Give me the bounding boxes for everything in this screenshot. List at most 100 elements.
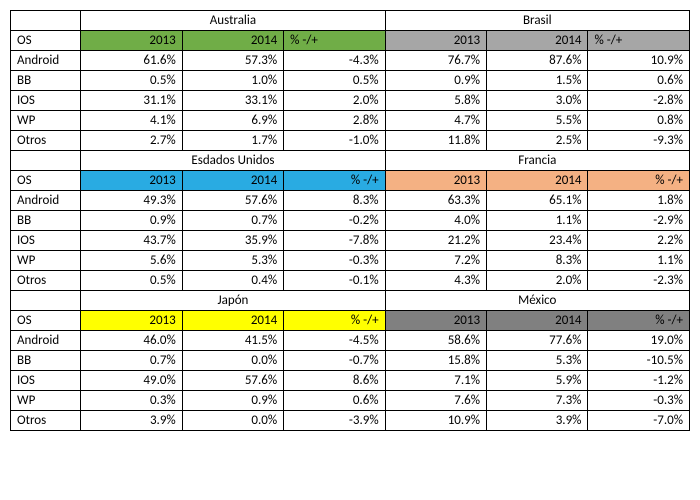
value-2013: 21.2% <box>385 231 486 251</box>
table-row: IOS31.1%33.1%2.0%5.8%3.0%-2.8% <box>11 91 690 111</box>
table-row: Otros2.7%1.7%-1.0%11.8%2.5%-9.3% <box>11 131 690 151</box>
value-2013: 5.6% <box>81 251 182 271</box>
value-2013: 15.8% <box>385 351 486 371</box>
value-2014: 0.4% <box>182 271 283 291</box>
os-name-cell: Android <box>11 191 81 211</box>
table-row: BB0.7%0.0%-0.7%15.8%5.3%-10.5% <box>11 351 690 371</box>
value-2014: 0.0% <box>182 411 283 431</box>
table-row: Android61.6%57.3%-4.3%76.7%87.6%10.9% <box>11 51 690 71</box>
value-2013: 0.9% <box>385 71 486 91</box>
value-2014: 2.5% <box>487 131 588 151</box>
corner-cell <box>11 11 81 31</box>
os-label-header: OS <box>11 311 81 331</box>
value-2013: 0.5% <box>81 71 182 91</box>
value-2013: 4.7% <box>385 111 486 131</box>
os-label-header: OS <box>11 171 81 191</box>
value-2014: 77.6% <box>487 331 588 351</box>
value-delta: -9.3% <box>588 131 690 151</box>
table-row: Otros0.5%0.4%-0.1%4.3%2.0%-2.3% <box>11 271 690 291</box>
value-delta: -0.3% <box>284 251 385 271</box>
os-name-cell: IOS <box>11 91 81 111</box>
country-header: Australia <box>81 11 385 31</box>
delta-header: % -/+ <box>588 311 690 331</box>
country-header: Francia <box>385 151 689 171</box>
value-2014: 41.5% <box>182 331 283 351</box>
value-2014: 57.6% <box>182 371 283 391</box>
os-name-cell: IOS <box>11 371 81 391</box>
table-row: Android46.0%41.5%-4.5%58.6%77.6%19.0% <box>11 331 690 351</box>
value-delta: -10.5% <box>588 351 690 371</box>
table-row: IOS49.0%57.6%8.6%7.1%5.9%-1.2% <box>11 371 690 391</box>
value-delta: -1.2% <box>588 371 690 391</box>
value-2014: 5.9% <box>487 371 588 391</box>
value-2013: 58.6% <box>385 331 486 351</box>
value-2013: 2.7% <box>81 131 182 151</box>
value-2013: 49.3% <box>81 191 182 211</box>
value-2014: 65.1% <box>487 191 588 211</box>
table-row: WP0.3%0.9%0.6%7.6%7.3%-0.3% <box>11 391 690 411</box>
value-delta: -2.8% <box>588 91 690 111</box>
value-delta: -0.1% <box>284 271 385 291</box>
value-delta: 8.6% <box>284 371 385 391</box>
value-delta: 0.6% <box>284 391 385 411</box>
value-2013: 63.3% <box>385 191 486 211</box>
year-2014-header: 2014 <box>487 31 588 51</box>
value-2014: 1.7% <box>182 131 283 151</box>
value-delta: 0.5% <box>284 71 385 91</box>
value-delta: 1.1% <box>588 251 690 271</box>
os-name-cell: WP <box>11 251 81 271</box>
value-2014: 5.3% <box>487 351 588 371</box>
country-header: Brasil <box>385 11 689 31</box>
value-delta: -3.9% <box>284 411 385 431</box>
year-2013-header: 2013 <box>81 311 182 331</box>
os-name-cell: BB <box>11 211 81 231</box>
table-row: WP4.1%6.9%2.8%4.7%5.5%0.8% <box>11 111 690 131</box>
value-delta: -0.2% <box>284 211 385 231</box>
table-row: WP5.6%5.3%-0.3%7.2%8.3%1.1% <box>11 251 690 271</box>
value-2014: 1.5% <box>487 71 588 91</box>
value-2013: 61.6% <box>81 51 182 71</box>
year-2014-header: 2014 <box>182 171 283 191</box>
value-2013: 49.0% <box>81 371 182 391</box>
value-2013: 7.6% <box>385 391 486 411</box>
delta-header: % -/+ <box>588 31 690 51</box>
delta-header: % -/+ <box>284 171 385 191</box>
value-delta: -2.3% <box>588 271 690 291</box>
os-label-header: OS <box>11 31 81 51</box>
os-name-cell: Otros <box>11 411 81 431</box>
os-name-cell: Otros <box>11 271 81 291</box>
value-2013: 4.1% <box>81 111 182 131</box>
value-2013: 7.1% <box>385 371 486 391</box>
os-name-cell: WP <box>11 391 81 411</box>
value-delta: -7.8% <box>284 231 385 251</box>
value-2014: 57.6% <box>182 191 283 211</box>
delta-header: % -/+ <box>588 171 690 191</box>
corner-cell <box>11 151 81 171</box>
os-name-cell: BB <box>11 71 81 91</box>
value-2014: 35.9% <box>182 231 283 251</box>
value-delta: 19.0% <box>588 331 690 351</box>
country-header: Japón <box>81 291 385 311</box>
year-2013-header: 2013 <box>385 171 486 191</box>
value-delta: 2.2% <box>588 231 690 251</box>
value-2014: 1.0% <box>182 71 283 91</box>
value-2014: 87.6% <box>487 51 588 71</box>
value-2013: 46.0% <box>81 331 182 351</box>
value-delta: 2.0% <box>284 91 385 111</box>
value-2014: 0.7% <box>182 211 283 231</box>
value-2014: 57.3% <box>182 51 283 71</box>
table-row: BB0.5%1.0%0.5%0.9%1.5%0.6% <box>11 71 690 91</box>
os-name-cell: BB <box>11 351 81 371</box>
value-delta: -0.7% <box>284 351 385 371</box>
value-2013: 0.3% <box>81 391 182 411</box>
value-2013: 5.8% <box>385 91 486 111</box>
value-2014: 8.3% <box>487 251 588 271</box>
value-delta: 8.3% <box>284 191 385 211</box>
year-2013-header: 2013 <box>81 171 182 191</box>
value-2013: 4.0% <box>385 211 486 231</box>
value-2013: 7.2% <box>385 251 486 271</box>
value-2013: 0.9% <box>81 211 182 231</box>
value-2014: 0.0% <box>182 351 283 371</box>
table-row: Otros3.9%0.0%-3.9%10.9%3.9%-7.0% <box>11 411 690 431</box>
value-2013: 3.9% <box>81 411 182 431</box>
